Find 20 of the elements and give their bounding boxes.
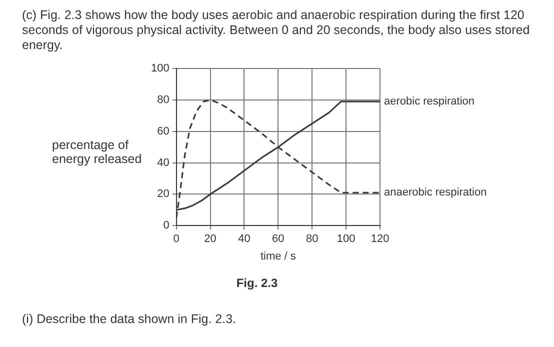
series-label: aerobic respiration [384, 96, 474, 108]
caption: Fig. 2.3 [235, 276, 279, 290]
y-tick-label: 40 [157, 156, 170, 169]
y-tick-label: 100 [150, 62, 170, 75]
text: (i) Describe the data shown in Fig. 2.3. [22, 312, 237, 326]
y-tick-label: 80 [157, 94, 170, 106]
x-tick-label: 80 [306, 233, 318, 246]
chart-title: (c) Fig. 2.3 shows how the body uses aerobic and anaerobic respiration during the first 120 seconds of vigorous physical activity. Between 0 and 20 seconds, the body also uses stored energy. [22, 8, 531, 53]
x-tick-label: 40 [238, 233, 250, 246]
y-tick-label: 0 [163, 220, 170, 232]
y-tick-label: 20 [157, 188, 170, 200]
series-label: anaerobic respiration [384, 186, 487, 199]
x-tick-label: 60 [272, 233, 284, 246]
x-tick-label: 20 [204, 233, 216, 246]
y-tick-label: 60 [157, 125, 170, 138]
y-axis-title: percentage of energy released [51, 138, 143, 166]
x-tick-label: 100 [336, 233, 356, 246]
x-axis-title: time / s [260, 250, 296, 262]
x-tick-label: 120 [370, 233, 390, 246]
x-tick-label: 0 [173, 233, 180, 246]
